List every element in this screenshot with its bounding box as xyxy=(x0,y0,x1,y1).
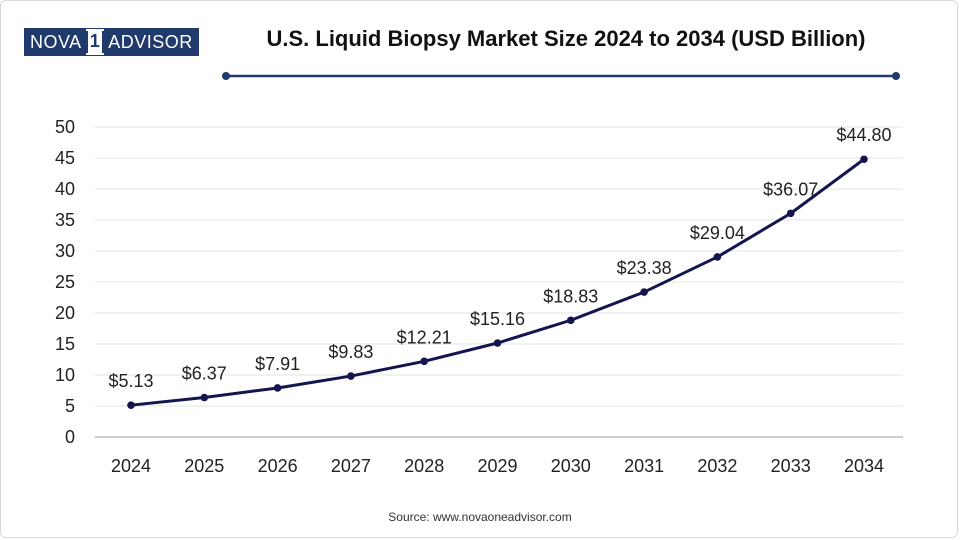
x-tick-label-2030: 2030 xyxy=(551,456,591,476)
x-tick-label-2032: 2032 xyxy=(697,456,737,476)
data-point-2032 xyxy=(713,253,722,261)
data-label-2034: $44.80 xyxy=(836,125,891,145)
y-tick-label-40: 40 xyxy=(55,179,75,199)
x-tick-label-2029: 2029 xyxy=(477,456,517,476)
data-point-2027 xyxy=(347,372,355,380)
y-tick-label-30: 30 xyxy=(55,241,75,261)
x-tick-label-2025: 2025 xyxy=(184,456,224,476)
x-tick-label-2026: 2026 xyxy=(258,456,298,476)
brand-logo: NOVA 1 ADVISOR xyxy=(24,28,199,56)
data-label-2029: $15.16 xyxy=(470,309,525,329)
logo-text-right: ADVISOR xyxy=(104,29,198,55)
y-axis: 0 5 10 15 20 25 30 35 40 45 50 xyxy=(55,117,75,447)
y-tick-label-25: 25 xyxy=(55,272,75,292)
data-point-2024 xyxy=(127,401,135,409)
data-point-2031 xyxy=(640,288,648,296)
data-label-2028: $12.21 xyxy=(397,327,452,347)
data-point-2026 xyxy=(273,384,282,392)
source-note: Source: www.novaoneadvisor.com xyxy=(388,510,572,524)
data-label-2027: $9.83 xyxy=(328,342,373,362)
logo-text-left: NOVA xyxy=(25,29,86,55)
y-tick-label-35: 35 xyxy=(55,210,75,230)
data-label-2032: $29.04 xyxy=(690,223,745,243)
y-tick-label-45: 45 xyxy=(55,148,75,168)
logo-text-mid: 1 xyxy=(85,31,105,53)
data-label-2030: $18.83 xyxy=(543,286,598,306)
x-tick-label-2028: 2028 xyxy=(404,456,444,476)
x-tick-label-2024: 2024 xyxy=(111,456,151,476)
data-label-2025: $6.37 xyxy=(182,364,227,384)
data-point-2034 xyxy=(860,155,868,164)
title-underline-right-dot xyxy=(892,72,900,80)
data-point-2029 xyxy=(493,339,502,347)
data-point-2028 xyxy=(420,357,429,366)
series: $5.13 $6.37 $7.91 $9.83 $12.21 $15.16 $18.83 $2… xyxy=(108,125,892,409)
x-tick-label-2027: 2027 xyxy=(331,456,371,476)
x-tick-label-2034: 2034 xyxy=(844,456,884,476)
title-underline-left-dot xyxy=(222,72,230,80)
x-tick-label-2033: 2033 xyxy=(771,456,811,476)
data-label-2031: $23.38 xyxy=(617,258,672,278)
x-tick-label-2031: 2031 xyxy=(624,456,664,476)
y-tick-label-50: 50 xyxy=(55,117,75,137)
chart-title: U.S. Liquid Biopsy Market Size 2024 to 2… xyxy=(266,26,866,51)
y-tick-label-15: 15 xyxy=(55,334,75,354)
data-point-2033 xyxy=(786,209,795,218)
data-label-2033: $36.07 xyxy=(763,179,818,199)
data-label-2026: $7.91 xyxy=(255,354,300,374)
y-tick-label-5: 5 xyxy=(65,396,75,416)
data-point-2025 xyxy=(200,393,209,402)
data-point-2030 xyxy=(567,316,575,325)
data-label-2024: $5.13 xyxy=(108,371,153,391)
y-tick-label-0: 0 xyxy=(65,427,75,447)
x-axis: 2024 2025 2026 2027 2028 2029 2030 2031 2032 2033… xyxy=(95,436,903,476)
gridlines xyxy=(95,126,903,407)
y-tick-label-20: 20 xyxy=(55,303,75,323)
y-tick-label-10: 10 xyxy=(55,365,75,385)
